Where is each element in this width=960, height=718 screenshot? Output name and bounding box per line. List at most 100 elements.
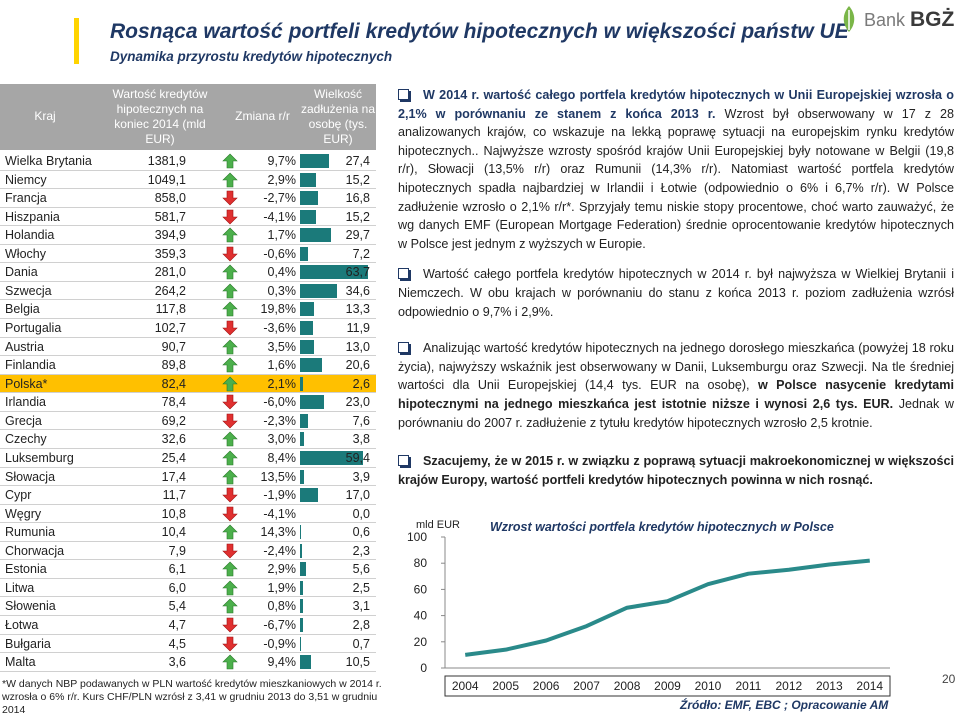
- x-tick-label: 2008: [614, 679, 641, 693]
- loan-value: 89,8: [161, 358, 186, 373]
- country: Węgry: [5, 506, 42, 521]
- table-row: Estonia 6,1 2,9% 5,6: [0, 560, 376, 579]
- x-tick-label: 2014: [856, 679, 883, 693]
- arrow-up: [222, 431, 238, 447]
- country: Czechy: [5, 432, 47, 447]
- paragraph: Analizując wartość kredytów hipotecznych…: [398, 339, 954, 432]
- debt-value: 5,6: [352, 562, 370, 577]
- debt-bar: [300, 265, 368, 280]
- change: 14,3%: [260, 525, 296, 540]
- table: Kraj Wartość kredytów hipotecznych na kon…: [0, 84, 376, 674]
- country: Holandia: [5, 228, 55, 243]
- arrow-down: [222, 506, 238, 522]
- country: Szwecja: [5, 283, 52, 298]
- change: 9,7%: [267, 154, 297, 168]
- debt-value: 34,6: [345, 283, 370, 298]
- table-row: Luksemburg 25,4 8,4% 59,4: [0, 449, 376, 468]
- change: -1,9%: [263, 488, 296, 503]
- table-row: Polska* 82,4 2,1% 2,6: [0, 374, 376, 394]
- logo-bank: Bank: [864, 10, 906, 30]
- debt-bar: [300, 599, 304, 614]
- loan-value: 359,3: [154, 246, 186, 261]
- table-row: Szwecja 264,2 0,3% 34,6: [0, 282, 376, 301]
- table-row: Cypr 11,7 -1,9% 17,0: [0, 486, 376, 505]
- debt-value: 0,7: [352, 636, 370, 651]
- debt-bar: [300, 488, 319, 503]
- x-tick-label: 2004: [452, 679, 479, 693]
- change: -6,0%: [263, 395, 296, 410]
- loan-value: 4,7: [168, 618, 186, 632]
- logo-bgz: BGŻ: [910, 8, 955, 31]
- text-run: Analizując wartość kredytów hipotecznych…: [398, 341, 954, 393]
- debt-bar: [300, 525, 301, 540]
- arrow-down: [222, 320, 238, 336]
- change: -4,1%: [263, 209, 296, 224]
- change: 19,8%: [260, 302, 296, 317]
- debt-value: 13,3: [345, 302, 370, 317]
- loan-value: 78,4: [161, 395, 186, 410]
- loan-value: 10,4: [161, 525, 186, 540]
- table-row: Francja 858,0 -2,7% 16,8: [0, 189, 376, 208]
- arrow-up: [222, 153, 238, 169]
- change: -2,3%: [263, 413, 296, 428]
- change: 0,4%: [267, 265, 297, 280]
- table-row: Belgia 117,8 19,8% 13,3: [0, 300, 376, 320]
- loan-value: 25,4: [161, 450, 186, 465]
- loan-value: 264,2: [154, 283, 186, 298]
- debt-bar: [300, 246, 308, 261]
- change: 2,9%: [267, 172, 297, 187]
- debt-value: 3,9: [352, 469, 370, 484]
- country: Estonia: [5, 562, 47, 577]
- column-header: Zmiana r/r: [235, 109, 290, 123]
- page-number: 20: [942, 672, 956, 686]
- title: Rosnąca wartość portfeli kredytów hipote…: [110, 20, 849, 43]
- arrow-up: [222, 469, 238, 484]
- text-run: Wzrost był obserwowany w 17 z 28 analizo…: [398, 106, 954, 251]
- change: 2,9%: [267, 562, 297, 577]
- debt-bar: [300, 543, 303, 558]
- change: 9,4%: [267, 655, 297, 670]
- country: Portugalia: [5, 321, 62, 336]
- country: Litwa: [5, 580, 35, 595]
- debt-value: 0,0: [352, 506, 370, 521]
- debt-value: 63,7: [345, 265, 370, 280]
- arrow-down: [222, 394, 238, 410]
- loan-value: 11,7: [162, 488, 186, 503]
- text-run: Szacujemy, że w 2015 r. w związku z popr…: [398, 454, 954, 487]
- loan-value: 69,2: [161, 413, 186, 428]
- y-tick-label: 40: [414, 609, 428, 623]
- change: -6,7%: [263, 618, 296, 632]
- bullet: [398, 268, 409, 280]
- arrow-down: [222, 190, 238, 206]
- change: 0,8%: [267, 599, 297, 614]
- arrow-up: [222, 357, 238, 373]
- debt-bar: [300, 450, 363, 465]
- country: Łotwa: [5, 618, 39, 632]
- arrow-down: [222, 246, 238, 262]
- y-tick-label: 0: [420, 661, 427, 675]
- loan-value: 858,0: [154, 191, 186, 206]
- debt-value: 2,6: [352, 376, 370, 391]
- debt-value: 2,5: [352, 580, 370, 595]
- change: -2,4%: [263, 543, 296, 558]
- arrow-down: [222, 413, 238, 429]
- table-row: Łotwa 4,7 -6,7% 2,8: [0, 616, 376, 635]
- loan-value: 394,9: [154, 228, 186, 243]
- arrow-up: [222, 561, 238, 577]
- loan-value: 117,8: [155, 302, 186, 317]
- debt-value: 17,0: [345, 488, 370, 503]
- debt-value: 2,3: [352, 543, 370, 558]
- arrow-up: [222, 339, 238, 354]
- debt-bar: [300, 209, 317, 224]
- country: Finlandia: [5, 358, 56, 373]
- country: Belgia: [5, 302, 40, 317]
- debt-value: 7,2: [352, 246, 370, 261]
- x-tick-label: 2010: [695, 679, 722, 693]
- table-row: Rumunia 10,4 14,3% 0,6: [0, 523, 376, 542]
- loan-value: 6,0: [168, 580, 186, 595]
- table-row: Włochy 359,3 -0,6% 7,2: [0, 245, 376, 264]
- country: Luksemburg: [5, 450, 74, 465]
- x-tick-label: 2012: [776, 679, 803, 693]
- change: 3,5%: [267, 339, 297, 354]
